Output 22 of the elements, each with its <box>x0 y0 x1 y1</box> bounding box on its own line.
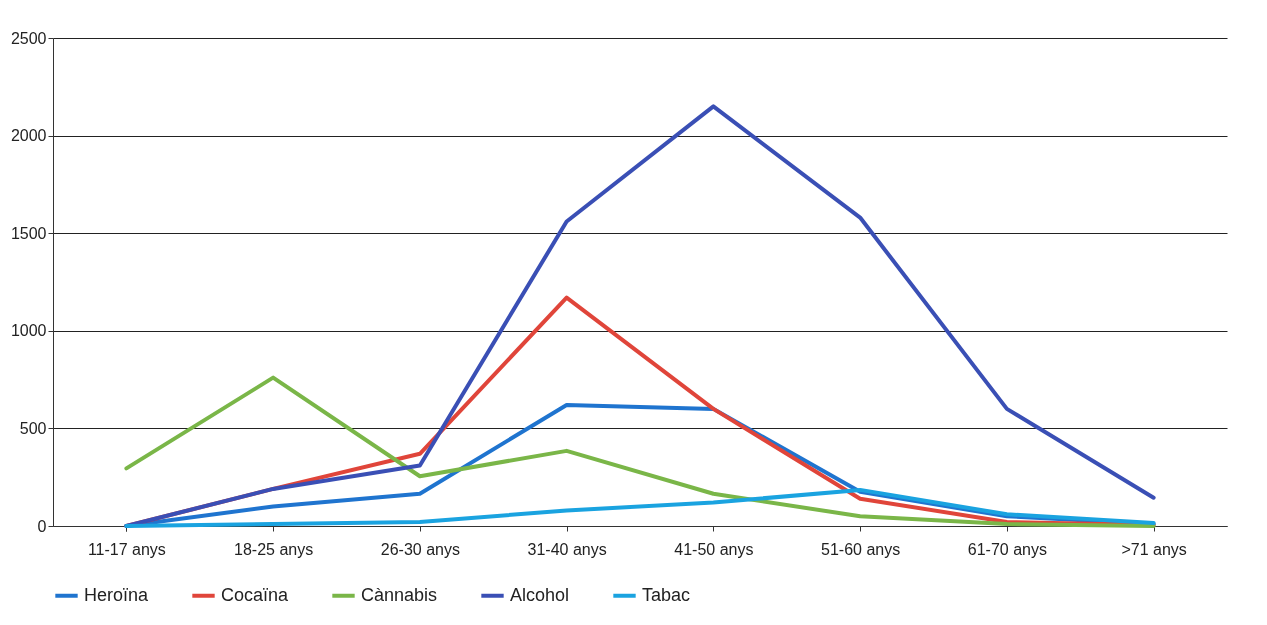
x-tick-label: >71 anys <box>1121 540 1187 558</box>
x-tick-label: 11-17 anys <box>87 540 166 558</box>
line-series <box>124 375 1156 528</box>
x-tick-label: 41-50 anys <box>674 540 754 558</box>
legend-label: Heroïna <box>84 584 150 605</box>
y-tick-label: 1500 <box>10 224 47 242</box>
y-tick-label: 2500 <box>10 29 47 47</box>
x-tick-label: 26-30 anys <box>380 540 460 558</box>
legend-label: Cànnabis <box>361 584 438 605</box>
y-tick-label: 0 <box>37 517 47 535</box>
y-tick-label: 500 <box>19 419 47 437</box>
legend-label: Tabac <box>642 584 691 605</box>
legend-label: Alcohol <box>510 584 570 605</box>
line-series <box>124 104 1156 528</box>
line-series <box>124 487 1156 528</box>
y-tick-label: 2000 <box>10 127 47 145</box>
y-tick-label: 1000 <box>10 322 47 340</box>
x-tick-label: 51-60 anys <box>821 540 901 558</box>
x-tick-label: 61-70 anys <box>967 540 1047 558</box>
legend-label: Cocaïna <box>221 584 290 605</box>
x-tick-label: 18-25 anys <box>234 540 314 558</box>
x-tick-label: 31-40 anys <box>527 540 607 558</box>
